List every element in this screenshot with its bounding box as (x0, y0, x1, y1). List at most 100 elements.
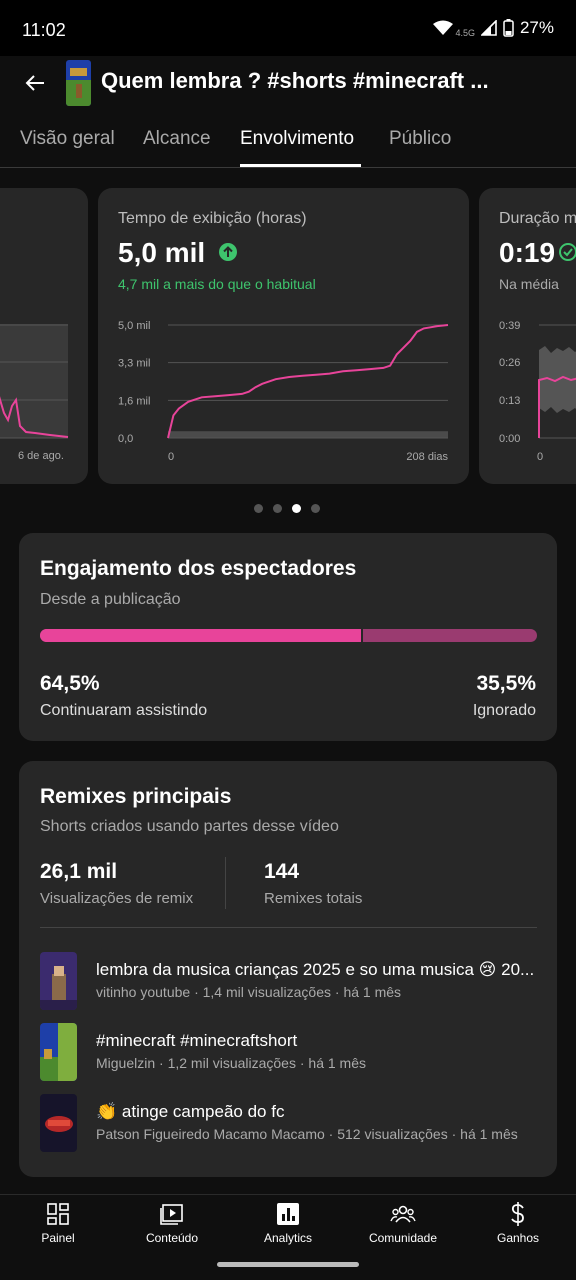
tab-indicator (240, 164, 361, 167)
remix-thumbnail (40, 1094, 77, 1152)
typical-range-band (168, 431, 448, 438)
status-bar: 11:02 4.5G 27% (0, 0, 576, 56)
home-gesture-handle[interactable] (217, 1262, 359, 1267)
back-button[interactable] (18, 66, 52, 100)
metric-card-duration[interactable]: Duração m 0:19 Na média 0:39 0:26 0:13 0… (479, 188, 576, 484)
duration-x-start: 0 (537, 451, 543, 463)
up-arrow-icon (219, 243, 237, 261)
engagement-bar-continued (40, 629, 361, 642)
remix-item-meta: Miguelzin · 1,2 mil visualizações · há 1… (96, 1055, 366, 1071)
y-tick-label: 5,0 mil (118, 320, 150, 332)
continued-value: 64,5% (40, 672, 100, 695)
previous-line (0, 396, 69, 438)
remix-item-title: #minecraft #minecraftshort (96, 1031, 298, 1050)
previous-x-end: 6 de ago. (18, 450, 64, 462)
watch-time-delta: 4,7 mil a mais do que o habitual (118, 276, 316, 292)
duration-chart: 0:39 0:26 0:13 0:00 0 (499, 320, 576, 463)
duration-y-tick: 0:13 (499, 395, 520, 407)
ignored-value: 35,5% (476, 672, 536, 695)
duration-title: Duração m (499, 210, 576, 227)
remix-thumbnail (40, 952, 77, 1010)
duration-y-tick: 0:39 (499, 320, 520, 332)
remix-views-value: 26,1 mil (40, 860, 118, 883)
tab-bar: Visão geral Alcance Envolvimento Público (0, 112, 576, 168)
engagement-title: Engajamento dos espectadores (40, 557, 357, 580)
dollar-icon (511, 1202, 524, 1226)
stats-divider (225, 857, 226, 909)
nav-label: Analytics (263, 1231, 313, 1245)
video-thumbnail (66, 60, 91, 106)
y-tick-label: 0,0 (118, 433, 133, 445)
watch-time-value: 5,0 mil (118, 237, 206, 268)
dashboard-icon (47, 1203, 69, 1225)
typical-band (0, 324, 68, 438)
app-header: Quem lembra ? #shorts #minecraft ... (0, 56, 576, 112)
nav-analytics[interactable]: Analytics (238, 1201, 338, 1245)
previous-chart (0, 324, 69, 439)
metric-card-previous[interactable]: 6 de ago. (0, 188, 88, 484)
nav-label: Comunidade (368, 1231, 438, 1245)
wifi-icon (433, 20, 454, 35)
remix-item-title: lembra da musica crianças 2025 e so uma … (96, 960, 535, 979)
duration-line (538, 375, 576, 438)
network-label: 4.5G (455, 28, 475, 38)
viewer-engagement-card: Engajamento dos espectadores Desde a pub… (19, 533, 557, 741)
nav-ganhos[interactable]: Ganhos (468, 1201, 568, 1245)
remix-item-meta: Patson Figueiredo Macamo Macamo · 512 vi… (96, 1126, 518, 1142)
pager-dot[interactable] (273, 504, 282, 513)
arrow-back-icon (25, 75, 44, 91)
bottom-navigation: Painel Conteúdo Analytics Comunidade Gan… (0, 1194, 576, 1252)
tab-visao-geral[interactable]: Visão geral (20, 128, 115, 149)
continued-label: Continuaram assistindo (40, 702, 208, 719)
remix-item[interactable]: lembra da musica crianças 2025 e so uma … (40, 952, 540, 1010)
duration-sub: Na média (499, 276, 559, 292)
duration-y-tick: 0:26 (499, 357, 520, 369)
remix-item-meta: vitinho youtube · 1,4 mil visualizações … (96, 984, 402, 1000)
engagement-bar-divider (361, 629, 363, 642)
tab-publico[interactable]: Público (389, 128, 452, 149)
pager-dot[interactable] (311, 504, 320, 513)
y-tick-label: 3,3 mil (118, 358, 150, 370)
nav-comunidade[interactable]: Comunidade (353, 1201, 453, 1245)
remix-total-value: 144 (264, 860, 300, 883)
remix-item[interactable]: #minecraft #minecraftshort Miguelzin · 1… (40, 1023, 540, 1081)
x-tick-label-end: 208 dias (406, 451, 448, 463)
remixes-title: Remixes principais (40, 785, 232, 808)
pager-dot[interactable] (254, 504, 263, 513)
pager-dot-active[interactable] (292, 504, 301, 513)
remix-thumbnail (40, 1023, 77, 1081)
battery-icon (503, 19, 514, 37)
check-icon (559, 243, 576, 261)
remix-views-label: Visualizações de remix (40, 890, 194, 907)
engagement-bar (40, 629, 537, 642)
tab-alcance[interactable]: Alcance (143, 128, 211, 149)
nav-label: Ganhos (496, 1231, 540, 1245)
top-remixes-card: Remixes principais Shorts criados usando… (19, 761, 557, 1177)
signal-icon (480, 20, 497, 36)
remixes-subtitle: Shorts criados usando partes desse vídeo (40, 818, 339, 835)
watch-time-line (167, 324, 449, 439)
duration-value: 0:19 (499, 237, 556, 268)
nav-label: Conteúdo (145, 1231, 199, 1245)
watch-time-chart: 5,0 mil 3,3 mil 1,6 mil 0,0 0 208 dias (118, 320, 449, 463)
gesture-bar (0, 1252, 576, 1280)
y-tick-label: 1,6 mil (118, 395, 150, 407)
nav-label: Painel (41, 1231, 75, 1245)
ignored-label: Ignorado (472, 702, 536, 719)
engagement-subtitle: Desde a publicação (40, 591, 181, 608)
content-icon (160, 1204, 183, 1225)
remix-item[interactable]: 👏 atinge campeão do fc Patson Figueiredo… (40, 1094, 540, 1152)
duration-y-tick: 0:00 (499, 433, 520, 445)
nav-painel[interactable]: Painel (8, 1201, 108, 1245)
remix-total-label: Remixes totais (264, 890, 363, 907)
status-icons: 4.5G 27% (433, 18, 554, 38)
remix-item-title: 👏 atinge campeão do fc (96, 1102, 285, 1121)
community-icon (390, 1205, 416, 1223)
watch-time-title: Tempo de exibição (horas) (118, 210, 307, 227)
metric-card-watch-time[interactable]: Tempo de exibição (horas) 5,0 mil 4,7 mi… (98, 188, 469, 484)
x-tick-label-start: 0 (168, 451, 174, 463)
section-divider (40, 927, 537, 928)
nav-conteudo[interactable]: Conteúdo (122, 1201, 222, 1245)
tab-envolvimento[interactable]: Envolvimento (240, 128, 355, 149)
analytics-icon (277, 1203, 299, 1225)
